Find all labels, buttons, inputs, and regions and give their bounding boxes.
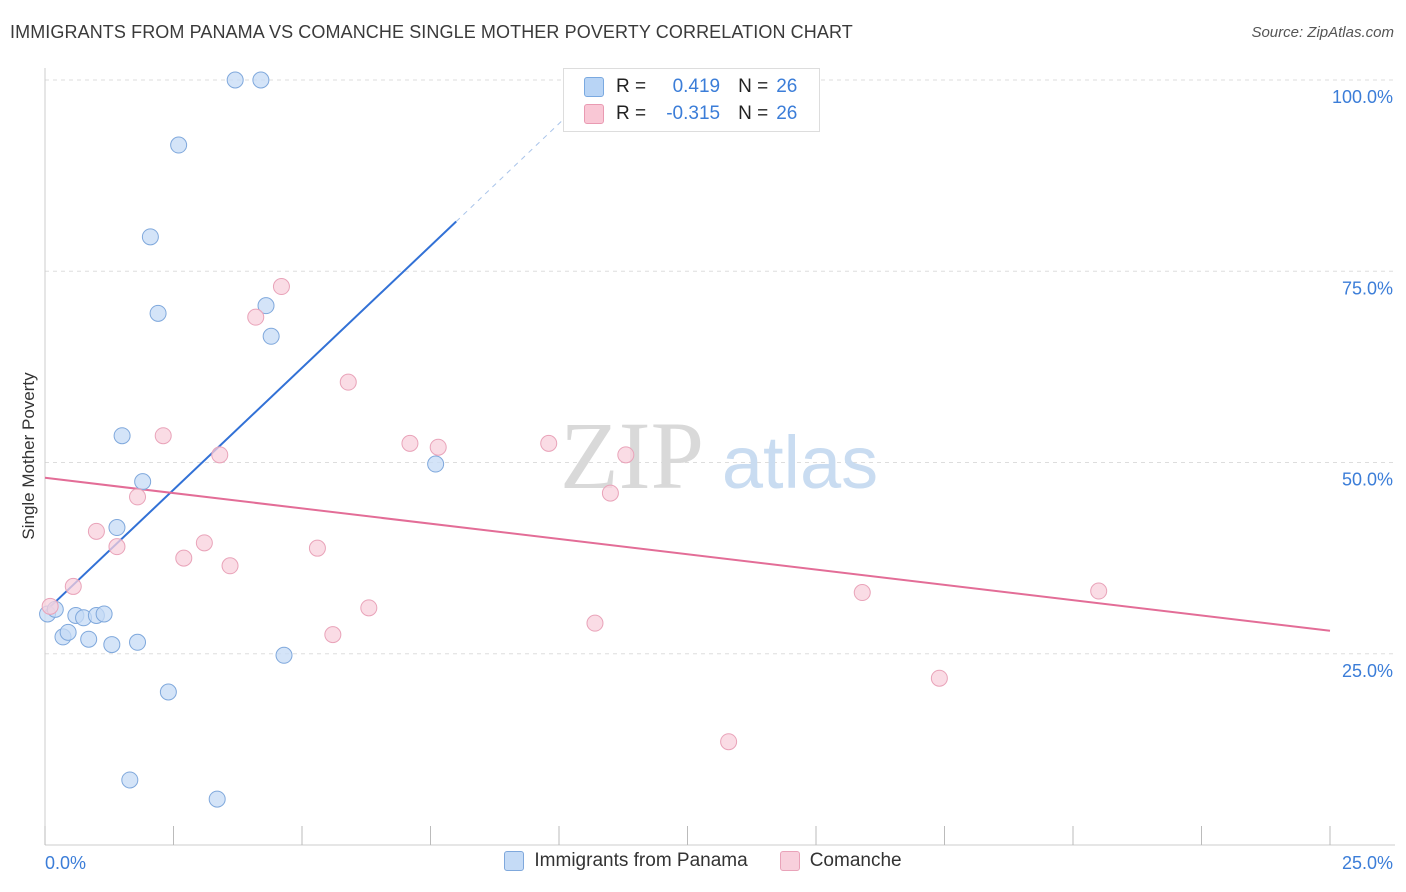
legend-r-label: R = (616, 76, 647, 97)
point-comanche (221, 557, 239, 575)
watermark-atlas: atlas (722, 421, 878, 504)
y-tick-label: 25.0% (1342, 661, 1393, 681)
series-legend: Immigrants from Panama Comanche (0, 850, 1406, 872)
point-panama (149, 304, 167, 322)
point-comanche (540, 434, 558, 452)
point-panama (141, 228, 159, 246)
legend-r-label: R = (616, 103, 647, 124)
series-label-comanche: Comanche (809, 850, 902, 871)
series-legend-comanche: Comanche (779, 850, 902, 872)
series-swatch-panama (504, 851, 525, 871)
point-panama (121, 771, 139, 789)
chart-title: IMMIGRANTS FROM PANAMA VS COMANCHE SINGL… (10, 22, 853, 42)
watermark: ZIP atlas (560, 402, 878, 509)
axes (44, 68, 1395, 846)
source-credit: Source: ZipAtlas.com (1251, 24, 1394, 41)
point-comanche (154, 427, 172, 445)
point-panama (427, 455, 445, 473)
point-comanche (272, 278, 290, 296)
correlation-legend: R = 0.419 N = 26 R = -0.315 N = 26 (563, 68, 820, 132)
legend-swatch-panama (584, 77, 604, 97)
point-comanche (1090, 582, 1108, 600)
point-comanche (617, 446, 635, 464)
point-panama (113, 427, 131, 445)
point-panama (257, 297, 275, 315)
point-panama (208, 790, 226, 808)
point-comanche (360, 599, 378, 617)
legend-row-panama: R = 0.419 N = 26 (584, 75, 797, 99)
trendline-panama (44, 220, 457, 613)
x-tick-label: 0.0% (45, 853, 86, 873)
point-comanche (64, 577, 82, 595)
point-panama (226, 71, 244, 89)
point-comanche (195, 534, 213, 552)
point-comanche (41, 597, 59, 615)
point-comanche (308, 539, 326, 557)
tick-labels: 25.0% 50.0% 75.0% 100.0% 0.0% 25.0% (45, 87, 1393, 873)
point-panama (80, 630, 98, 648)
legend-row-comanche: R = -0.315 N = 26 (584, 102, 797, 126)
y-tick-label: 75.0% (1342, 278, 1393, 298)
point-comanche (87, 522, 105, 540)
point-comanche (930, 669, 948, 687)
y-axis-label: Single Mother Poverty (19, 372, 38, 540)
point-comanche (586, 614, 604, 632)
gridlines (45, 79, 1395, 655)
point-panama (262, 327, 280, 345)
point-panama (108, 519, 126, 537)
y-tick-label: 100.0% (1332, 87, 1393, 107)
point-comanche (247, 308, 265, 326)
point-panama (129, 633, 147, 651)
point-panama (95, 605, 113, 623)
point-panama (134, 473, 152, 491)
legend-n-value-comanche: 26 (776, 103, 798, 124)
series-label-panama: Immigrants from Panama (534, 850, 748, 871)
point-comanche (853, 584, 871, 602)
point-comanche (175, 549, 193, 567)
legend-swatch-comanche (584, 104, 604, 124)
point-comanche (339, 373, 357, 391)
x-tick-label: 25.0% (1342, 853, 1393, 873)
point-comanche (720, 733, 738, 751)
y-tick-label: 50.0% (1342, 470, 1393, 490)
point-panama (275, 646, 293, 664)
legend-n-label: N = (738, 103, 769, 124)
legend-r-value-comanche: -0.315 (666, 103, 721, 124)
series-swatch-comanche (779, 851, 800, 871)
trendlines (44, 98, 1331, 632)
point-panama (103, 636, 121, 654)
point-comanche (324, 626, 342, 644)
legend-n-value-panama: 26 (776, 76, 798, 97)
trendline-comanche (44, 476, 1331, 632)
data-points (39, 71, 1108, 808)
point-panama (159, 683, 177, 701)
point-comanche (429, 438, 447, 456)
legend-r-value-panama: 0.419 (672, 76, 721, 97)
series-legend-panama: Immigrants from Panama (504, 850, 748, 872)
point-panama (59, 623, 77, 641)
point-comanche (211, 446, 229, 464)
point-panama (170, 136, 188, 154)
point-comanche (129, 488, 147, 506)
point-comanche (601, 484, 619, 502)
legend-n-label: N = (738, 76, 769, 97)
point-comanche (401, 434, 419, 452)
point-panama (252, 71, 270, 89)
point-comanche (108, 538, 126, 556)
